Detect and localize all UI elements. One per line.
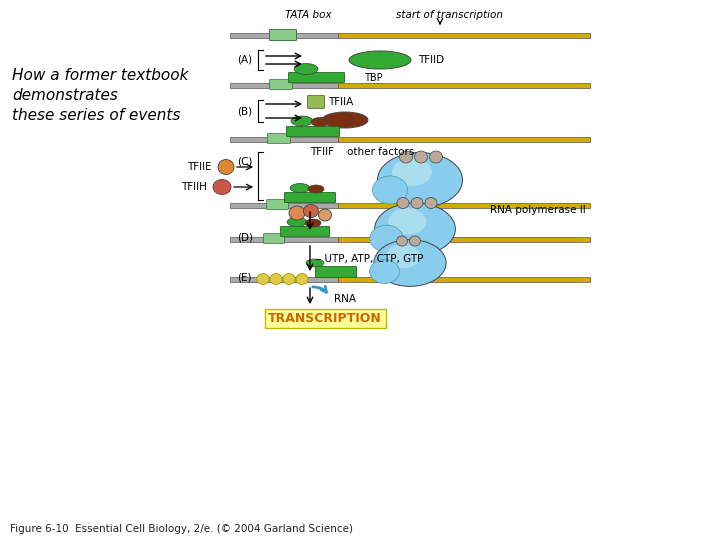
Bar: [338, 32, 590, 37]
Ellipse shape: [270, 273, 282, 285]
FancyBboxPatch shape: [264, 234, 284, 244]
Ellipse shape: [388, 208, 426, 235]
Text: (A): (A): [237, 55, 252, 65]
Ellipse shape: [290, 184, 310, 192]
Ellipse shape: [372, 176, 408, 204]
Ellipse shape: [415, 151, 428, 163]
Text: TFIID: TFIID: [418, 55, 444, 65]
Text: – UTP, ATP, CTP, GTP: – UTP, ATP, CTP, GTP: [316, 254, 423, 264]
Ellipse shape: [322, 112, 368, 128]
Ellipse shape: [425, 198, 437, 208]
Text: How a former textbook
demonstrates
these series of events: How a former textbook demonstrates these…: [12, 68, 189, 123]
Text: start of transcription: start of transcription: [397, 10, 503, 20]
Ellipse shape: [374, 240, 446, 286]
Bar: [338, 83, 590, 87]
Ellipse shape: [311, 118, 329, 126]
Ellipse shape: [296, 273, 308, 285]
Text: TFIIF    other factors: TFIIF other factors: [310, 147, 415, 157]
Bar: [230, 137, 338, 141]
Ellipse shape: [349, 51, 411, 69]
Ellipse shape: [386, 244, 420, 268]
Ellipse shape: [392, 158, 432, 186]
Bar: [338, 237, 590, 241]
Ellipse shape: [294, 64, 318, 75]
Ellipse shape: [257, 273, 269, 285]
Ellipse shape: [218, 159, 234, 174]
Text: (B): (B): [237, 106, 252, 116]
Ellipse shape: [291, 116, 313, 126]
Ellipse shape: [374, 203, 455, 255]
Bar: [338, 276, 590, 281]
Ellipse shape: [430, 151, 443, 163]
Bar: [230, 32, 338, 37]
Text: TFIIB: TFIIB: [374, 115, 400, 125]
Text: TFIIH: TFIIH: [181, 182, 207, 192]
Text: RNA: RNA: [334, 294, 356, 304]
Text: TFIIE: TFIIE: [187, 162, 212, 172]
Ellipse shape: [304, 205, 318, 218]
Ellipse shape: [289, 206, 305, 220]
Ellipse shape: [305, 219, 321, 227]
Bar: [338, 202, 590, 207]
Text: TATA box: TATA box: [284, 10, 331, 20]
FancyBboxPatch shape: [307, 96, 325, 109]
Ellipse shape: [318, 209, 331, 221]
Ellipse shape: [377, 152, 462, 207]
Ellipse shape: [370, 225, 403, 252]
Ellipse shape: [397, 236, 408, 246]
Text: RNA polymerase II: RNA polymerase II: [490, 205, 586, 215]
Ellipse shape: [369, 260, 400, 284]
FancyBboxPatch shape: [315, 267, 356, 278]
FancyBboxPatch shape: [269, 30, 297, 40]
Bar: [230, 237, 338, 241]
Text: Figure 6-10  Essential Cell Biology, 2/e. (© 2004 Garland Science): Figure 6-10 Essential Cell Biology, 2/e.…: [10, 524, 353, 534]
Ellipse shape: [287, 218, 307, 226]
Ellipse shape: [308, 185, 324, 193]
Text: (D): (D): [237, 232, 253, 242]
Text: (E): (E): [237, 272, 251, 282]
Ellipse shape: [400, 151, 413, 163]
FancyBboxPatch shape: [266, 200, 289, 210]
FancyBboxPatch shape: [287, 126, 340, 137]
Ellipse shape: [213, 179, 231, 194]
FancyBboxPatch shape: [268, 133, 290, 144]
Ellipse shape: [397, 198, 409, 208]
FancyBboxPatch shape: [281, 226, 330, 237]
Text: TFIIA: TFIIA: [328, 97, 354, 107]
FancyBboxPatch shape: [269, 79, 292, 90]
Text: TBP: TBP: [364, 73, 382, 83]
Bar: [230, 83, 338, 87]
Text: TRANSCRIPTION: TRANSCRIPTION: [268, 312, 382, 325]
Bar: [230, 202, 338, 207]
FancyBboxPatch shape: [289, 72, 344, 83]
Bar: [230, 276, 338, 281]
FancyBboxPatch shape: [264, 308, 385, 327]
Ellipse shape: [410, 236, 420, 246]
Ellipse shape: [283, 273, 295, 285]
Ellipse shape: [306, 259, 324, 267]
Bar: [338, 137, 590, 141]
FancyBboxPatch shape: [284, 192, 336, 202]
Ellipse shape: [411, 198, 423, 208]
Text: (C): (C): [237, 157, 253, 167]
